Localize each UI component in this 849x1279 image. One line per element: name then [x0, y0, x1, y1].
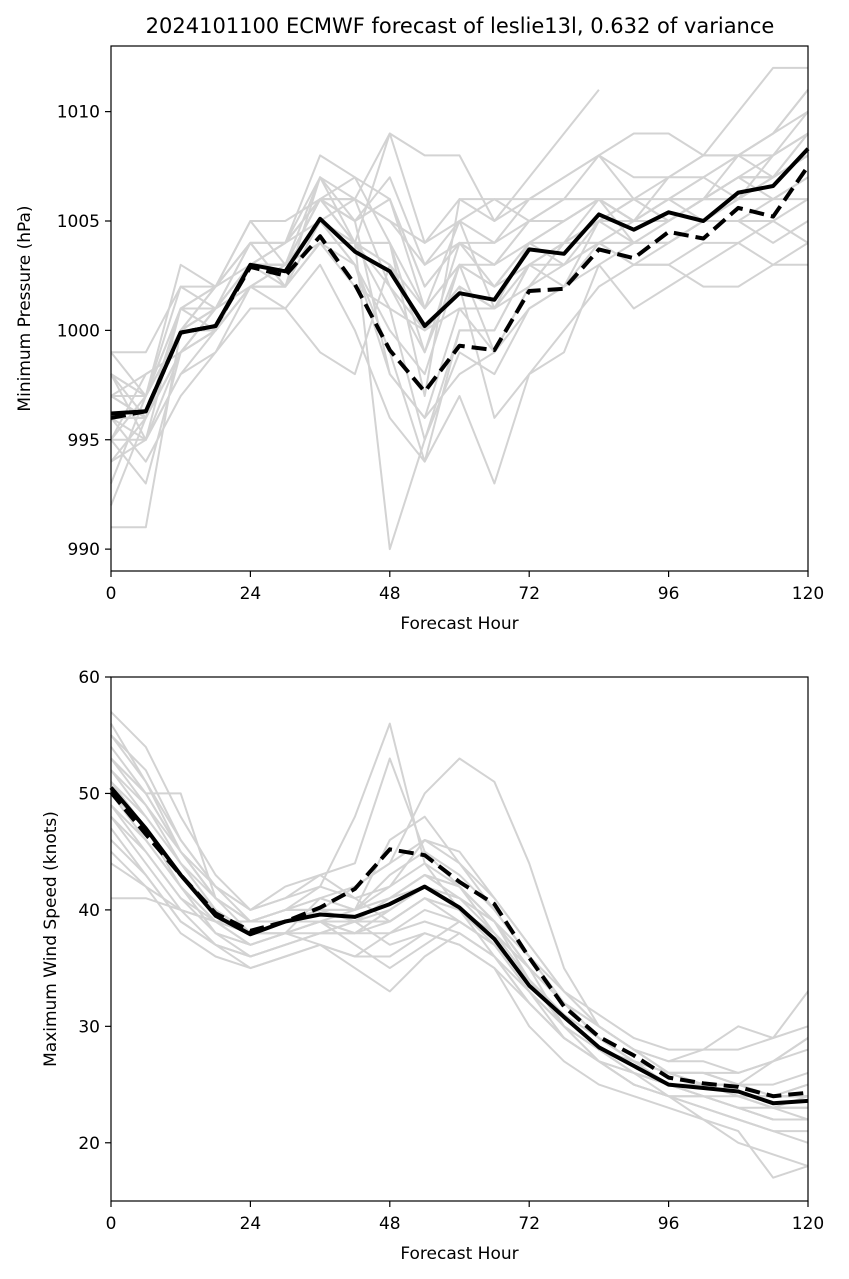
- pressure-x-tick-label: 120: [792, 584, 824, 604]
- pressure-mean-lines: [110, 147, 810, 420]
- wind-y-tick-label: 40: [78, 901, 100, 921]
- wind-y-ticks: 20 30 40 50 60: [78, 668, 111, 1154]
- pressure-member-line: [111, 176, 809, 551]
- pressure-member-line: [110, 89, 600, 506]
- wind-x-ticks: 0 24 48 72 96 120: [106, 1201, 824, 1234]
- pressure-y-tick-label: 1005: [57, 212, 100, 232]
- pressure-member-line: [110, 154, 809, 397]
- pressure-axes-frame: [110, 45, 809, 572]
- pressure-member-line: [111, 154, 809, 397]
- pressure-dashed-mean-line: [110, 165, 810, 420]
- wind-member-line: [110, 827, 809, 1109]
- wind-panel: 0 24 48 72 96 120 20 30 40 50 60 Forecast Hour Ma…: [41, 668, 824, 1264]
- pressure-member-line: [111, 154, 809, 419]
- wind-member-line: [110, 757, 809, 1121]
- wind-x-axis-label: Forecast Hour: [400, 1244, 518, 1264]
- pressure-y-tick-label: 1000: [57, 321, 100, 341]
- pressure-x-tick-label: 96: [658, 584, 680, 604]
- pressure-x-ticks: 0 24 48 72 96 120: [106, 571, 824, 604]
- pressure-member-line: [110, 220, 809, 463]
- pressure-y-axis-label: Minimum Pressure (hPa): [15, 205, 35, 411]
- chart-title: 2024101100 ECMWF forecast of leslie13l, …: [146, 14, 775, 38]
- pressure-y-tick-label: 990: [68, 540, 100, 560]
- wind-x-tick-label: 24: [240, 1214, 262, 1234]
- wind-y-tick-label: 30: [78, 1017, 100, 1037]
- wind-y-axis-label: Maximum Wind Speed (knots): [41, 811, 61, 1067]
- wind-member-line: [110, 816, 809, 1144]
- pressure-y-tick-label: 1010: [57, 103, 100, 123]
- pressure-x-tick-label: 0: [106, 584, 117, 604]
- wind-y-tick-label: 20: [78, 1134, 100, 1154]
- pressure-member-lines: [110, 66, 809, 551]
- pressure-member-line: [110, 154, 809, 397]
- pressure-member-line: [110, 198, 809, 397]
- wind-x-tick-label: 96: [658, 1214, 680, 1234]
- pressure-x-axis-label: Forecast Hour: [400, 614, 518, 634]
- pressure-member-line: [110, 89, 809, 419]
- pressure-member-line: [110, 66, 808, 484]
- pressure-x-tick-label: 48: [379, 584, 401, 604]
- wind-member-line: [111, 897, 809, 1168]
- wind-x-tick-label: 72: [518, 1214, 540, 1234]
- pressure-member-line: [110, 176, 809, 463]
- pressure-member-line: [110, 242, 809, 485]
- wind-dashed-mean-line: [109, 791, 809, 1099]
- pressure-panel: 0 24 48 72 96 120 990 995 1000 1005 1010 Forecast…: [15, 45, 824, 634]
- pressure-y-ticks: 990 995 1000 1005 1010: [57, 103, 111, 560]
- wind-x-tick-label: 48: [379, 1214, 401, 1234]
- pressure-x-tick-label: 72: [518, 584, 540, 604]
- wind-member-line: [110, 781, 809, 1074]
- pressure-x-tick-label: 24: [240, 584, 262, 604]
- wind-y-tick-label: 50: [78, 784, 100, 804]
- wind-member-line: [110, 723, 809, 1063]
- wind-member-line: [110, 850, 809, 1179]
- wind-member-line: [110, 757, 809, 1098]
- wind-member-lines: [110, 711, 809, 1179]
- wind-x-tick-label: 120: [792, 1214, 824, 1234]
- wind-solid-mean-line: [109, 786, 809, 1106]
- wind-mean-lines: [109, 786, 809, 1106]
- wind-member-line: [110, 815, 808, 1098]
- wind-y-tick-label: 60: [78, 668, 100, 688]
- wind-member-line: [110, 862, 808, 1121]
- wind-axes-frame: [110, 676, 809, 1202]
- wind-x-tick-label: 0: [106, 1214, 117, 1234]
- wind-member-line: [110, 757, 808, 1098]
- pressure-y-tick-label: 995: [68, 431, 100, 451]
